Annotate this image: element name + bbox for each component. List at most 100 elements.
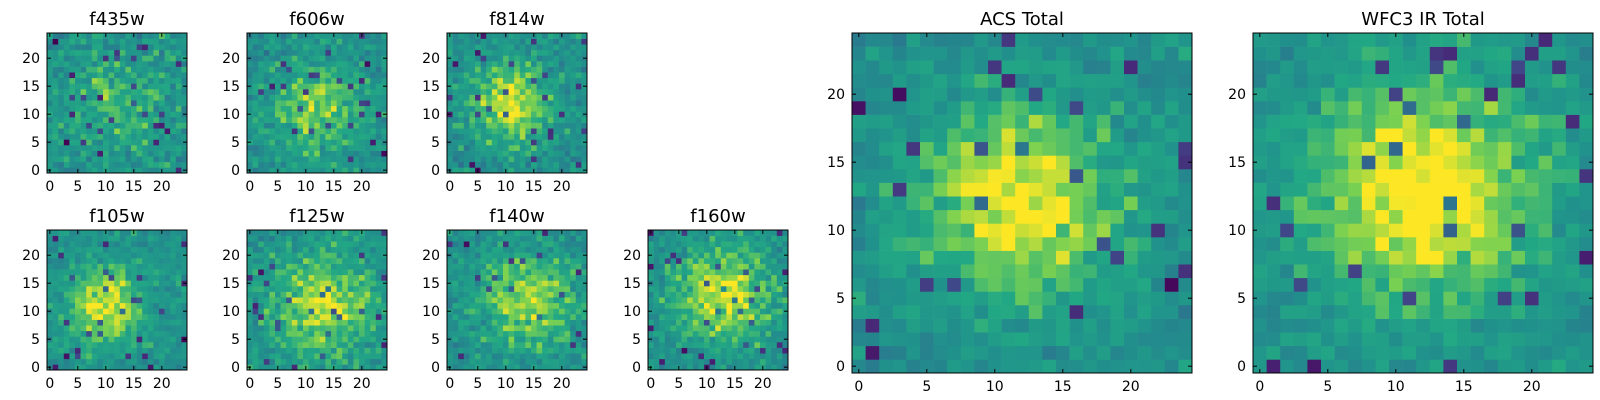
heatmap-cell xyxy=(776,230,783,236)
heatmap-cell xyxy=(865,250,880,265)
heatmap-cell xyxy=(670,364,677,371)
heatmap-cell xyxy=(164,139,171,146)
heatmap-cell xyxy=(325,61,332,67)
heatmap-cell xyxy=(297,128,304,135)
axes-frame xyxy=(46,229,188,371)
heatmap-cell xyxy=(147,111,154,118)
heatmap-cell xyxy=(103,347,109,354)
heatmap-cell xyxy=(114,49,121,56)
heatmap-cell xyxy=(247,241,253,248)
heatmap-cell xyxy=(336,49,343,56)
heatmap-cell xyxy=(286,77,293,84)
heatmap-cell xyxy=(531,358,537,365)
heatmap-cell xyxy=(542,347,549,354)
heatmap-cell xyxy=(131,353,137,360)
heatmap-cell xyxy=(119,291,126,298)
heatmap-cell xyxy=(737,336,744,343)
heatmap-cell xyxy=(536,274,543,281)
heatmap-cell xyxy=(704,314,710,320)
heatmap-cell xyxy=(142,133,149,140)
heatmap-cell xyxy=(52,319,59,326)
heatmap-cell xyxy=(103,161,109,168)
heatmap-cell xyxy=(347,258,354,264)
heatmap-cell xyxy=(771,235,778,242)
heatmap-cell xyxy=(91,150,98,157)
heatmap-cell xyxy=(547,83,554,90)
heatmap-cell xyxy=(131,319,137,326)
heatmap-cell xyxy=(86,105,93,112)
heatmap-cell xyxy=(353,100,360,107)
heatmap-cell xyxy=(175,117,182,123)
heatmap-cell xyxy=(933,250,948,265)
heatmap-cell xyxy=(91,38,98,45)
heatmap-cell xyxy=(252,280,259,287)
heatmap-cell xyxy=(486,117,493,123)
heatmap-cell xyxy=(469,94,476,101)
heatmap-cell xyxy=(370,330,377,337)
heatmap-cell xyxy=(748,330,755,337)
heatmap-cell xyxy=(765,308,772,315)
heatmap-cell xyxy=(159,269,165,276)
heatmap-cell xyxy=(852,332,866,347)
heatmap-cell xyxy=(63,308,70,315)
heatmap-cell xyxy=(314,280,321,287)
heatmap-cell xyxy=(1056,169,1070,183)
heatmap-cell xyxy=(252,145,259,151)
heatmap-cell xyxy=(153,291,160,298)
heatmap-cell xyxy=(319,145,326,151)
heatmap-cell xyxy=(258,297,265,304)
heatmap-cell xyxy=(503,139,509,146)
heatmap-cell xyxy=(737,347,744,354)
heatmap-cell xyxy=(75,156,81,163)
heatmap-cell xyxy=(275,66,281,73)
heatmap-cell xyxy=(664,258,671,264)
heatmap-cell xyxy=(508,133,515,140)
heatmap-cell xyxy=(865,223,880,238)
heatmap-cell xyxy=(131,302,137,309)
heatmap-cell xyxy=(659,241,666,248)
heatmap-cell xyxy=(114,347,121,354)
heatmap-cell xyxy=(181,263,188,270)
heatmap-cell xyxy=(153,308,160,315)
heatmap-cell xyxy=(342,235,349,242)
heatmap-cell xyxy=(475,117,481,123)
heatmap-cell xyxy=(447,297,453,304)
heatmap-cell xyxy=(63,291,70,298)
heatmap-cell xyxy=(125,44,132,51)
heatmap-cell xyxy=(131,274,137,281)
heatmap-cell xyxy=(319,308,326,315)
y-tick-label: 10 xyxy=(422,107,440,123)
heatmap-cell xyxy=(1137,169,1152,183)
heatmap-cell xyxy=(920,277,934,292)
heatmap-cell xyxy=(325,269,332,276)
heatmap-cell xyxy=(252,128,259,135)
heatmap-cell xyxy=(308,336,315,343)
heatmap-cell xyxy=(536,111,543,118)
heatmap-cell xyxy=(297,280,304,287)
heatmap-cell xyxy=(692,342,699,348)
heatmap-cell xyxy=(514,241,521,248)
heatmap-cell xyxy=(170,100,177,107)
heatmap-cell xyxy=(159,252,165,259)
heatmap-cell xyxy=(269,280,276,287)
heatmap-cell xyxy=(503,330,509,337)
heatmap-cell xyxy=(1178,250,1193,265)
heatmap-cell xyxy=(103,235,109,242)
heatmap-cell xyxy=(463,269,470,276)
heatmap-cell xyxy=(91,297,98,304)
heatmap-cell xyxy=(531,38,537,45)
heatmap-cell xyxy=(75,89,81,95)
heatmap-cell xyxy=(737,330,744,337)
heatmap-cell xyxy=(381,258,388,264)
heatmap-cell xyxy=(653,241,660,248)
heatmap-cell xyxy=(58,291,65,298)
x-tick-label: 0 xyxy=(445,179,454,195)
heatmap-cell xyxy=(559,128,565,135)
heatmap-cell xyxy=(47,302,53,309)
heatmap-cell xyxy=(782,347,789,354)
heatmap-cell xyxy=(69,263,76,270)
heatmap-cell xyxy=(131,100,137,107)
heatmap-cell xyxy=(480,167,487,174)
heatmap-cell xyxy=(564,252,571,259)
heatmap-cell xyxy=(303,77,309,84)
